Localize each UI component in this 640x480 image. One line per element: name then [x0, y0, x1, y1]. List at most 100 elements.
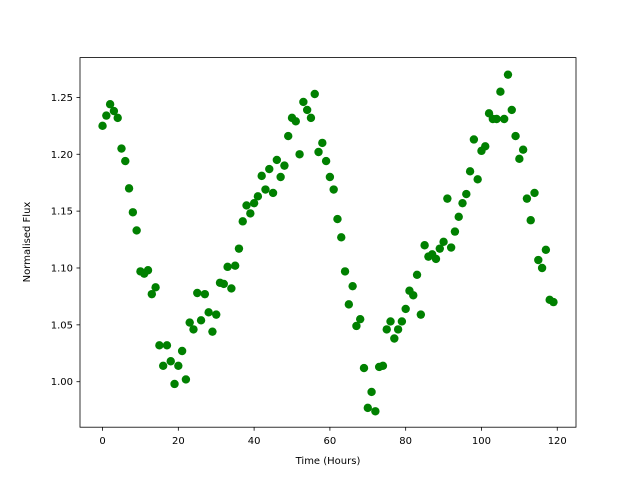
data-point [329, 185, 338, 194]
data-point [223, 262, 232, 272]
x-tick-label: 80 [399, 436, 412, 447]
data-point [200, 289, 210, 299]
data-point [234, 244, 244, 253]
data-point [246, 209, 255, 218]
data-point [526, 216, 535, 225]
data-point [306, 113, 316, 123]
x-tick-label: 120 [548, 436, 567, 447]
data-point [371, 407, 380, 416]
x-axis-label: Time (Hours) [295, 456, 361, 467]
data-point [492, 114, 501, 124]
data-point [257, 171, 266, 181]
data-point [412, 270, 422, 280]
data-point [344, 300, 354, 309]
data-point [276, 172, 285, 182]
data-point [189, 325, 198, 334]
data-point [314, 147, 323, 157]
data-point [378, 361, 388, 370]
x-tick-label: 40 [248, 436, 261, 447]
data-point [196, 316, 206, 325]
data-point [348, 281, 357, 291]
data-point [401, 304, 410, 314]
data-point [390, 334, 399, 343]
data-point [230, 261, 240, 270]
data-point [367, 387, 376, 397]
data-point [105, 100, 115, 109]
data-point [481, 142, 490, 151]
data-point [147, 289, 157, 299]
data-point [325, 172, 335, 182]
data-point [295, 150, 304, 159]
data-point [132, 226, 141, 235]
data-point [541, 245, 551, 254]
data-point [219, 279, 228, 289]
data-point [333, 214, 342, 224]
data-point [302, 105, 312, 115]
data-point [272, 155, 282, 165]
x-tick-label: 20 [172, 436, 185, 447]
data-point [416, 310, 426, 319]
data-point [208, 327, 217, 336]
data-point [431, 254, 441, 264]
y-tick-label: 1.00 [51, 377, 73, 388]
data-point [503, 70, 513, 79]
data-point [166, 357, 175, 366]
data-point [158, 361, 168, 370]
data-point [409, 291, 418, 300]
y-tick-label: 1.10 [51, 263, 73, 274]
data-point [465, 167, 475, 176]
data-point [397, 317, 407, 326]
data-point [321, 156, 331, 166]
data-point [102, 111, 111, 120]
data-point [151, 283, 160, 292]
data-point [124, 184, 134, 193]
data-point [549, 297, 558, 307]
data-point [420, 241, 429, 250]
data-point [174, 361, 183, 370]
y-axis-label: Normalised Flux [22, 202, 33, 283]
data-point [439, 237, 448, 247]
data-point [310, 89, 319, 99]
data-point [458, 198, 467, 208]
y-tick-label: 1.20 [51, 150, 73, 161]
data-point [121, 156, 130, 166]
data-point [446, 243, 456, 252]
y-tick-label: 1.25 [51, 93, 73, 104]
y-tick-label: 1.15 [51, 207, 73, 218]
data-point [155, 341, 164, 350]
data-point [443, 194, 452, 203]
data-point [537, 263, 547, 273]
data-point [242, 201, 251, 210]
data-point [511, 131, 520, 141]
data-point [265, 164, 274, 174]
data-point [291, 117, 300, 126]
data-point [340, 267, 350, 276]
data-point [462, 189, 471, 199]
data-point [98, 121, 107, 131]
x-tick-label: 100 [472, 436, 491, 447]
data-point [170, 379, 179, 389]
data-point [181, 375, 191, 384]
x-tick-label: 0 [99, 436, 105, 447]
data-point [109, 106, 119, 116]
data-point [280, 161, 289, 170]
data-point [337, 233, 346, 242]
data-point [227, 284, 236, 293]
data-point [473, 175, 482, 184]
data-point [518, 145, 528, 154]
data-point [238, 217, 247, 226]
data-point [185, 318, 194, 327]
data-point [522, 194, 532, 203]
data-point [352, 321, 361, 331]
data-point [253, 192, 263, 201]
data-point [507, 105, 516, 115]
data-point [356, 314, 365, 324]
data-point [499, 114, 509, 124]
data-point [496, 87, 505, 96]
data-point [363, 403, 372, 413]
data-point [450, 227, 460, 236]
data-point [284, 131, 293, 141]
data-point [117, 144, 126, 153]
data-point [143, 266, 153, 275]
